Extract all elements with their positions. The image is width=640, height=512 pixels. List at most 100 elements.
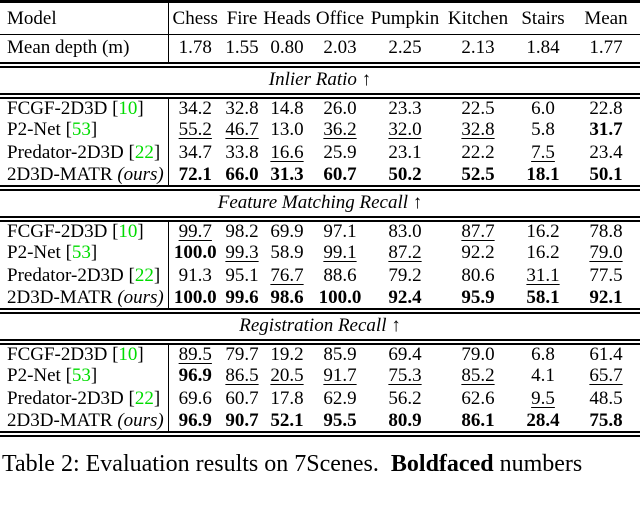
metric-value: 33.8 xyxy=(225,142,259,164)
metric-value: 96.9 xyxy=(178,365,212,387)
metric-value: 23.4 xyxy=(589,142,623,164)
table-caption: Table 2: Evaluation results on 7Scenes. … xyxy=(0,451,640,478)
metric-value: 22.2 xyxy=(461,142,495,164)
metric-value-cell: 87.7 xyxy=(442,219,514,242)
metric-value: 60.7 xyxy=(323,164,357,185)
citation-link[interactable]: 22 xyxy=(134,388,154,410)
metric-value-cell: 26.0 xyxy=(312,96,368,119)
column-header-row: Model Chess Fire Heads Office Pumpkin Kitchen S… xyxy=(0,1,640,35)
citation-link[interactable]: 22 xyxy=(134,265,154,287)
metric-value: 66.0 xyxy=(225,164,259,185)
mean-depth-value: 2.13 xyxy=(461,37,495,59)
metric-value: 31.1 xyxy=(526,265,560,287)
metric-value-cell: 7.5 xyxy=(514,142,572,165)
caption-bold-word: Boldfaced xyxy=(390,450,494,477)
metric-value: 98.6 xyxy=(270,287,304,308)
metric-value: 61.4 xyxy=(589,343,623,365)
model-name: Predator-2D3D xyxy=(7,142,124,164)
metric-value-cell: 16.2 xyxy=(514,219,572,242)
metric-value: 7.5 xyxy=(531,142,555,164)
model-name: Predator-2D3D xyxy=(7,265,124,287)
citation-link[interactable]: 22 xyxy=(134,142,154,164)
metric-value-cell: 17.8 xyxy=(262,388,312,411)
metric-value-cell: 99.7 xyxy=(167,218,222,242)
table-row: FCGF-2D3D [10] 89.5 79.7 19.2 85.9 69.4 79.0 6.… xyxy=(0,341,640,365)
metric-value: 87.7 xyxy=(461,220,495,242)
metric-value-cell: 50.2 xyxy=(368,165,442,188)
metric-value-cell: 32.8 xyxy=(222,96,262,119)
metric-value: 91.7 xyxy=(323,365,357,387)
metric-value: 100.0 xyxy=(173,242,217,264)
metric-value: 52.1 xyxy=(270,410,304,431)
column-header-kitchen: Kitchen xyxy=(447,7,509,29)
metric-value: 58.9 xyxy=(270,242,304,264)
metric-value-cell: 56.2 xyxy=(368,388,442,411)
metric-value: 17.8 xyxy=(270,388,304,410)
metric-value-cell: 34.7 xyxy=(167,141,222,165)
metric-value-cell: 23.4 xyxy=(572,142,640,165)
metric-value: 23.3 xyxy=(388,97,422,119)
metric-value: 50.2 xyxy=(388,164,422,185)
metric-value-cell: 83.0 xyxy=(368,219,442,242)
citation-link[interactable]: 10 xyxy=(118,97,138,119)
metric-value-cell: 91.7 xyxy=(312,365,368,388)
metric-value: 77.5 xyxy=(589,265,623,287)
ours-label: (ours) xyxy=(117,287,164,308)
citation-link[interactable]: 10 xyxy=(118,220,138,242)
metric-value: 91.3 xyxy=(178,265,212,287)
metric-value-cell: 61.4 xyxy=(572,342,640,365)
metric-value: 52.5 xyxy=(461,164,495,185)
metric-value: 99.1 xyxy=(323,242,357,264)
metric-value: 16.2 xyxy=(526,220,560,242)
metric-value: 65.7 xyxy=(589,365,623,387)
metric-value-cell: 16.6 xyxy=(262,142,312,165)
metric-value: 32.8 xyxy=(225,97,259,119)
metric-value: 85.2 xyxy=(461,365,495,387)
metric-value-cell: 96.9 xyxy=(167,364,222,388)
metric-value: 16.6 xyxy=(270,142,304,164)
metric-value-cell: 76.7 xyxy=(262,265,312,288)
metric-value-cell: 88.6 xyxy=(312,265,368,288)
model-name-cell: P2-Net [53] xyxy=(7,242,98,264)
citation-link[interactable]: 53 xyxy=(71,242,91,264)
metric-value-cell: 36.2 xyxy=(312,119,368,142)
table-row: 2D3D-MATR (ours) 72.1 66.0 31.3 60.7 50.2 52.5… xyxy=(0,164,640,188)
metric-value: 88.6 xyxy=(323,265,357,287)
ours-label: (ours) xyxy=(117,410,164,431)
model-name-cell: FCGF-2D3D [10] xyxy=(7,220,144,242)
metric-value-cell: 31.7 xyxy=(572,119,640,142)
metric-value-cell: 20.5 xyxy=(262,365,312,388)
metric-value: 50.1 xyxy=(589,164,623,185)
metric-value-cell: 92.2 xyxy=(442,242,514,265)
mean-depth-value: 2.03 xyxy=(323,37,357,59)
section-title-row: Inlier Ratio ↑ xyxy=(0,64,640,96)
metric-value: 92.2 xyxy=(461,242,495,264)
metric-value: 96.9 xyxy=(178,410,212,431)
metric-value: 18.1 xyxy=(526,164,560,185)
metric-value-cell: 89.5 xyxy=(167,341,222,365)
metric-value: 79.2 xyxy=(388,265,422,287)
metric-value: 5.8 xyxy=(531,119,555,141)
table-row: Predator-2D3D [22] 69.6 60.7 17.8 62.9 56.2 62… xyxy=(0,387,640,411)
metric-value: 92.1 xyxy=(589,287,623,308)
caption-prefix: Table 2: Evaluation results on 7Scenes. xyxy=(2,450,379,477)
metric-value-cell: 80.9 xyxy=(368,411,442,434)
citation-link[interactable]: 10 xyxy=(118,343,138,365)
metric-value-cell: 86.1 xyxy=(442,411,514,434)
metric-value: 62.6 xyxy=(461,388,495,410)
metric-value-cell: 92.4 xyxy=(368,288,442,311)
citation-link[interactable]: 53 xyxy=(71,119,91,141)
table-row: Predator-2D3D [22] 91.3 95.1 76.7 88.6 79.2 80… xyxy=(0,264,640,288)
model-name-cell: FCGF-2D3D [10] xyxy=(7,343,144,365)
section-title: Inlier Ratio ↑ xyxy=(268,69,372,91)
metric-value: 16.2 xyxy=(526,242,560,264)
metric-value: 34.7 xyxy=(178,142,212,164)
metric-value: 76.7 xyxy=(270,265,304,287)
metric-value: 4.1 xyxy=(531,365,555,387)
metric-value-cell: 98.2 xyxy=(222,219,262,242)
metric-value-cell: 18.1 xyxy=(514,165,572,188)
metric-value: 32.0 xyxy=(388,119,422,141)
metric-value-cell: 96.9 xyxy=(167,410,222,434)
citation-link[interactable]: 53 xyxy=(71,365,91,387)
